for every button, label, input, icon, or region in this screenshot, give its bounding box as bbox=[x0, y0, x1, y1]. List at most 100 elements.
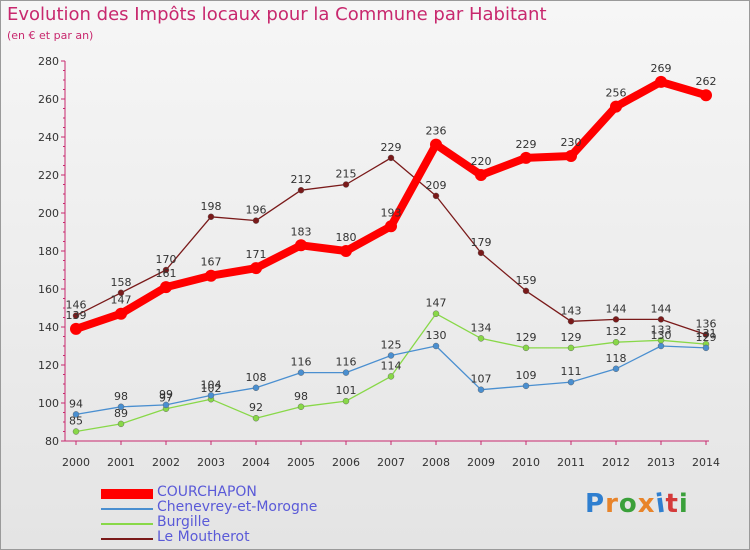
data-label: 108 bbox=[246, 371, 267, 384]
data-label: 97 bbox=[159, 392, 173, 405]
x-tick-label: 2007 bbox=[377, 456, 405, 469]
data-point bbox=[702, 331, 710, 338]
data-label: 134 bbox=[471, 321, 492, 334]
data-point bbox=[522, 382, 530, 390]
y-tick-label: 120 bbox=[38, 359, 59, 372]
data-label: 132 bbox=[606, 325, 627, 338]
data-point bbox=[162, 266, 170, 274]
data-label: 143 bbox=[561, 304, 582, 317]
data-label: 144 bbox=[606, 302, 627, 315]
data-point bbox=[387, 373, 395, 380]
data-label: 262 bbox=[696, 75, 717, 88]
data-label: 114 bbox=[381, 359, 402, 372]
data-label: 98 bbox=[294, 390, 308, 403]
data-label: 183 bbox=[291, 225, 312, 238]
data-label: 130 bbox=[426, 329, 447, 342]
data-label: 125 bbox=[381, 339, 402, 352]
data-label: 129 bbox=[561, 331, 582, 344]
x-tick-label: 2006 bbox=[332, 456, 360, 469]
y-tick-label: 160 bbox=[38, 283, 59, 296]
data-point bbox=[657, 342, 665, 350]
data-label: 179 bbox=[471, 236, 492, 249]
data-label: 111 bbox=[561, 365, 582, 378]
data-point bbox=[250, 262, 262, 275]
logo-letter: x bbox=[637, 489, 656, 519]
data-label: 118 bbox=[606, 352, 627, 365]
data-label: 107 bbox=[471, 373, 492, 386]
data-label: 209 bbox=[426, 179, 447, 192]
data-label: 229 bbox=[516, 138, 537, 151]
x-tick-label: 2010 bbox=[512, 456, 540, 469]
logo-letter: o bbox=[618, 489, 638, 519]
x-tick-label: 2003 bbox=[197, 456, 225, 469]
data-label: 193 bbox=[381, 206, 402, 219]
data-label: 92 bbox=[249, 401, 263, 414]
data-label: 147 bbox=[426, 297, 447, 310]
x-tick-label: 2011 bbox=[557, 456, 585, 469]
logo-letter: P bbox=[585, 489, 606, 519]
data-label: 196 bbox=[246, 204, 267, 217]
data-point bbox=[700, 89, 712, 102]
data-point bbox=[72, 411, 80, 418]
data-label: 146 bbox=[66, 299, 87, 312]
data-point bbox=[477, 249, 485, 257]
data-point bbox=[70, 322, 82, 335]
data-point bbox=[565, 150, 577, 162]
data-point bbox=[567, 344, 575, 352]
data-label: 129 bbox=[516, 331, 537, 344]
data-point bbox=[207, 213, 215, 221]
x-tick-label: 2001 bbox=[107, 456, 135, 469]
data-label: 101 bbox=[336, 384, 357, 397]
data-point bbox=[612, 339, 620, 346]
data-label: 133 bbox=[651, 323, 672, 336]
data-point bbox=[342, 181, 350, 188]
x-tick-label: 2012 bbox=[602, 456, 630, 469]
data-label: 158 bbox=[111, 276, 132, 289]
data-point bbox=[522, 287, 530, 295]
data-point bbox=[252, 384, 260, 391]
legend-label: Chenevrey-et-Morogne bbox=[157, 499, 318, 515]
data-label: 256 bbox=[606, 87, 627, 100]
data-point bbox=[117, 420, 125, 428]
data-label: 109 bbox=[516, 369, 537, 382]
x-tick-label: 2000 bbox=[62, 456, 90, 469]
data-point bbox=[207, 392, 215, 399]
data-label: 116 bbox=[336, 356, 357, 369]
data-point bbox=[475, 169, 487, 181]
data-point bbox=[297, 186, 305, 194]
y-tick-label: 240 bbox=[38, 131, 59, 144]
data-point bbox=[432, 310, 440, 317]
data-label: 229 bbox=[381, 141, 402, 154]
data-label: 171 bbox=[246, 248, 267, 261]
data-label: 215 bbox=[336, 168, 357, 181]
data-point bbox=[432, 192, 440, 200]
y-tick-label: 200 bbox=[38, 207, 59, 220]
data-point bbox=[252, 415, 260, 422]
y-tick-label: 140 bbox=[38, 321, 59, 334]
data-point bbox=[72, 428, 80, 435]
data-point bbox=[385, 220, 397, 233]
y-tick-label: 260 bbox=[38, 93, 59, 106]
data-label: 94 bbox=[69, 397, 83, 410]
x-tick-label: 2009 bbox=[467, 456, 495, 469]
data-point bbox=[387, 154, 395, 162]
data-label: 159 bbox=[516, 274, 537, 287]
data-point bbox=[567, 378, 575, 386]
data-point bbox=[610, 100, 622, 113]
data-label: 98 bbox=[114, 390, 128, 403]
data-label: 180 bbox=[336, 231, 357, 244]
data-point bbox=[430, 138, 442, 151]
data-point bbox=[387, 352, 395, 359]
data-point bbox=[297, 403, 305, 410]
data-label: 89 bbox=[114, 407, 128, 420]
data-point bbox=[117, 289, 125, 296]
data-label: 212 bbox=[291, 173, 312, 186]
data-label: 129 bbox=[696, 331, 717, 344]
data-point bbox=[205, 269, 217, 282]
y-tick-label: 220 bbox=[38, 169, 59, 182]
legend-label: Le Moutherot bbox=[157, 529, 250, 545]
legend-swatch bbox=[101, 538, 153, 540]
y-tick-label: 100 bbox=[38, 397, 59, 410]
data-point bbox=[522, 344, 530, 352]
data-label: 161 bbox=[156, 267, 177, 280]
